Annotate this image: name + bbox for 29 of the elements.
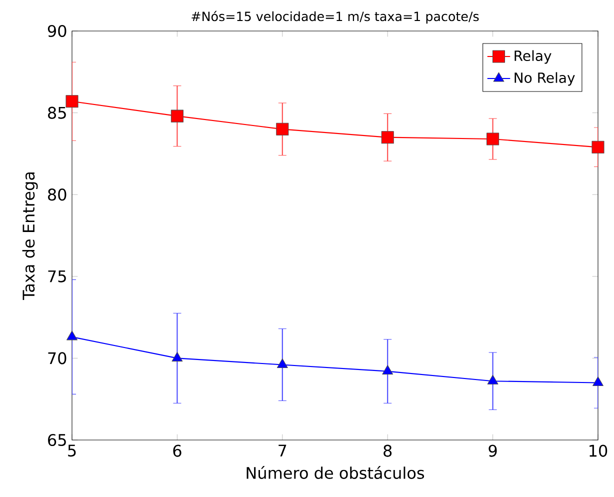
y-tick-label: 85	[48, 106, 66, 119]
point	[276, 122, 289, 136]
legend-label: Relay	[514, 50, 552, 64]
point	[276, 358, 288, 368]
x-tick-label: 10	[590, 444, 608, 457]
x-tick-label: 6	[173, 444, 182, 457]
point	[487, 374, 498, 384]
point	[170, 110, 184, 122]
point	[66, 330, 78, 340]
point	[381, 131, 394, 144]
point	[486, 132, 500, 146]
point	[592, 376, 604, 386]
x-tick-label: 5	[68, 444, 76, 457]
y-axis-title: Taxa de Entrega	[22, 172, 38, 300]
y-tick-label: 90	[48, 24, 66, 38]
y-tick-label: 75	[48, 270, 66, 282]
point	[66, 95, 78, 108]
x-tick-label: 8	[384, 444, 392, 457]
legend-label: No Relay	[514, 72, 575, 86]
chart-title: #Nós=15 velocidade=1 m/s taxa=1 pacote/s	[192, 10, 479, 24]
x-tick-label: 9	[488, 444, 497, 457]
point	[382, 365, 394, 375]
y-tick-label: 80	[48, 188, 66, 201]
point	[172, 352, 183, 362]
point	[592, 140, 604, 154]
x-tick-label: 7	[278, 444, 286, 456]
x-axis-title: Número de obstáculos	[246, 466, 424, 479]
y-tick-label: 70	[48, 352, 66, 364]
y-tick-label: 65	[48, 434, 66, 446]
